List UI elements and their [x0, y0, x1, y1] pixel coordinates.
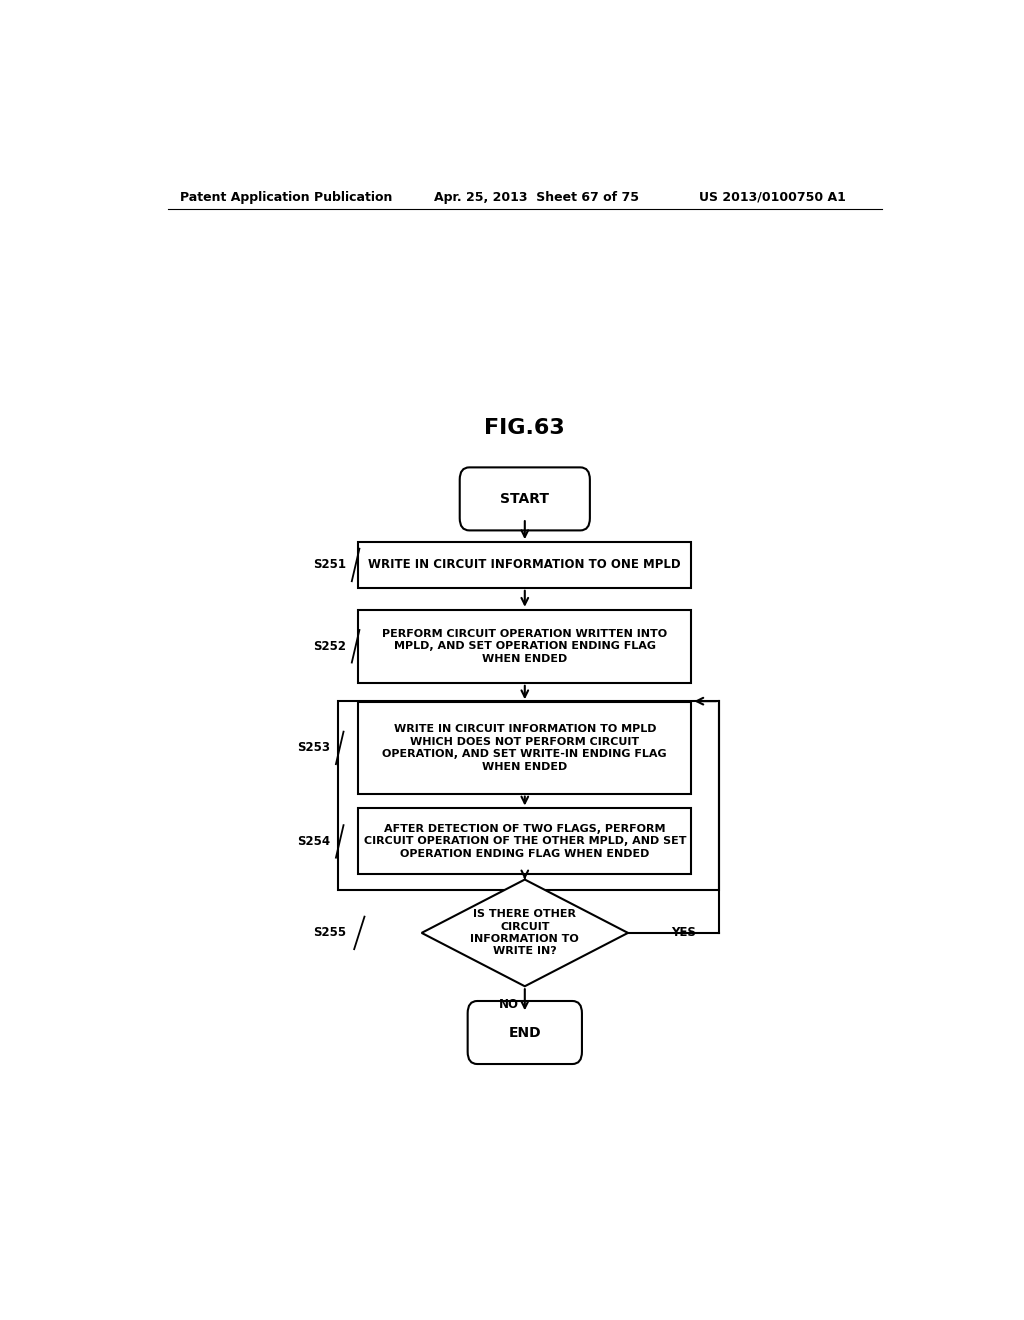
Text: START: START	[501, 492, 549, 506]
Text: WRITE IN CIRCUIT INFORMATION TO ONE MPLD: WRITE IN CIRCUIT INFORMATION TO ONE MPLD	[369, 558, 681, 572]
Text: S253: S253	[297, 742, 331, 755]
Text: S255: S255	[313, 927, 346, 940]
Text: Patent Application Publication: Patent Application Publication	[179, 190, 392, 203]
Text: S252: S252	[313, 640, 346, 653]
FancyBboxPatch shape	[460, 467, 590, 531]
Polygon shape	[422, 879, 628, 986]
Bar	[358, 610, 691, 682]
Text: S251: S251	[313, 558, 346, 572]
Text: END: END	[509, 1026, 541, 1040]
Text: Apr. 25, 2013  Sheet 67 of 75: Apr. 25, 2013 Sheet 67 of 75	[433, 190, 639, 203]
Text: IS THERE OTHER
CIRCUIT
INFORMATION TO
WRITE IN?: IS THERE OTHER CIRCUIT INFORMATION TO WR…	[470, 909, 580, 957]
Text: YES: YES	[671, 927, 696, 940]
Bar	[358, 702, 691, 793]
Bar	[338, 701, 719, 890]
Text: PERFORM CIRCUIT OPERATION WRITTEN INTO
MPLD, AND SET OPERATION ENDING FLAG
WHEN : PERFORM CIRCUIT OPERATION WRITTEN INTO M…	[382, 628, 668, 664]
Text: US 2013/0100750 A1: US 2013/0100750 A1	[699, 190, 846, 203]
Text: NO: NO	[499, 998, 519, 1011]
Text: FIG.63: FIG.63	[484, 417, 565, 438]
Text: S254: S254	[297, 836, 331, 847]
Text: AFTER DETECTION OF TWO FLAGS, PERFORM
CIRCUIT OPERATION OF THE OTHER MPLD, AND S: AFTER DETECTION OF TWO FLAGS, PERFORM CI…	[364, 824, 686, 859]
Bar	[358, 808, 691, 874]
Bar	[358, 543, 691, 587]
FancyBboxPatch shape	[468, 1001, 582, 1064]
Text: WRITE IN CIRCUIT INFORMATION TO MPLD
WHICH DOES NOT PERFORM CIRCUIT
OPERATION, A: WRITE IN CIRCUIT INFORMATION TO MPLD WHI…	[383, 725, 667, 771]
